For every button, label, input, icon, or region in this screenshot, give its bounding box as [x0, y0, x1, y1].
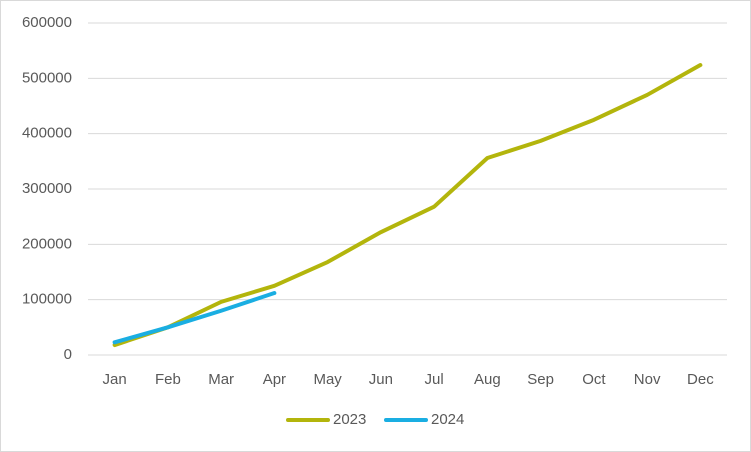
- series-line: [112, 291, 277, 345]
- y-tick-label: 600000: [22, 14, 72, 31]
- y-tick-label: 500000: [22, 69, 72, 86]
- y-tick-label: 100000: [22, 291, 72, 308]
- x-tick-label: Oct: [582, 371, 606, 388]
- x-tick-label: Feb: [155, 371, 181, 388]
- x-tick-label: Mar: [208, 371, 234, 388]
- x-tick-label: May: [313, 371, 342, 388]
- legend-label: 2023: [333, 411, 366, 428]
- y-tick-label: 300000: [22, 180, 72, 197]
- x-tick-label: Apr: [263, 371, 286, 388]
- x-tick-label: Dec: [687, 371, 714, 388]
- series-line: [112, 63, 703, 348]
- x-tick-label: Aug: [474, 371, 501, 388]
- x-tick-label: Sep: [527, 371, 554, 388]
- x-tick-label: Nov: [634, 371, 661, 388]
- y-tick-label: 200000: [22, 235, 72, 252]
- x-tick-label: Jul: [425, 371, 444, 388]
- x-tick-label: Jan: [103, 371, 127, 388]
- x-tick-label: Jun: [369, 371, 393, 388]
- y-tick-label: 400000: [22, 125, 72, 142]
- y-tick-label: 0: [64, 346, 72, 363]
- legend-label: 2024: [431, 411, 464, 428]
